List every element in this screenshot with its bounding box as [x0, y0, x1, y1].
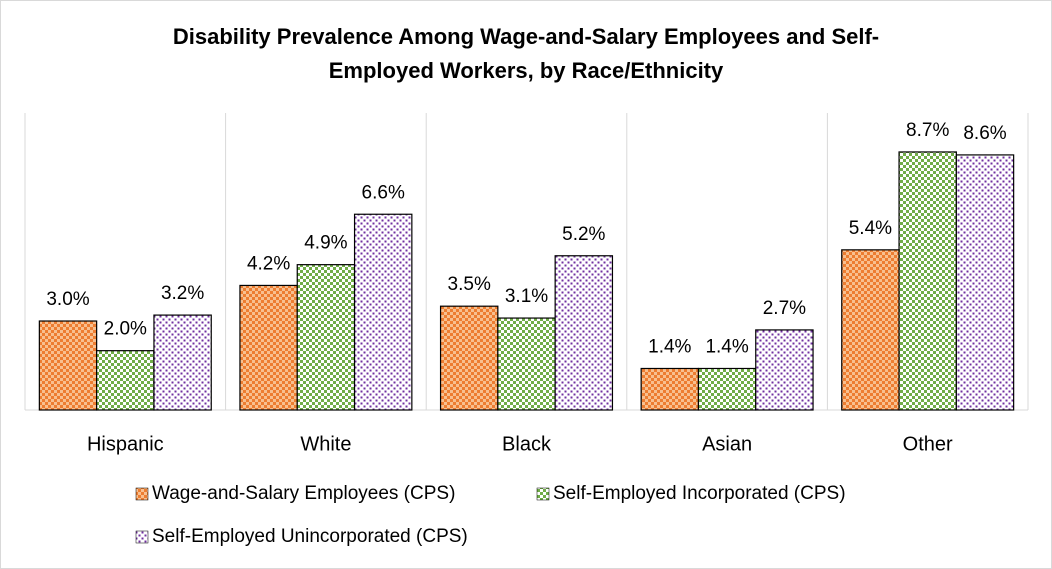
bar: [841, 249, 900, 411]
x-tick-label: Asian: [702, 433, 752, 455]
value-label: 2.7%: [763, 298, 806, 319]
x-tick-label: Hispanic: [87, 433, 164, 455]
x-tick-label: Black: [502, 433, 552, 455]
value-label: 4.2%: [247, 253, 290, 274]
bar: [153, 314, 212, 411]
value-label: 1.4%: [648, 336, 691, 357]
value-label: 3.2%: [161, 283, 204, 304]
value-label: 5.2%: [562, 224, 605, 245]
value-label: 8.7%: [906, 120, 949, 141]
legend-label: Self-Employed Unincorporated (CPS): [152, 526, 468, 547]
bar: [554, 255, 614, 411]
bar: [755, 329, 814, 411]
chart-title: Employed Workers, by Race/Ethnicity: [329, 58, 724, 83]
legend-label: Self-Employed Incorporated (CPS): [553, 483, 846, 504]
bar: [296, 264, 356, 411]
bar: [497, 317, 556, 411]
value-label: 3.0%: [46, 289, 89, 310]
bar: [697, 367, 757, 411]
bar: [640, 367, 700, 411]
x-tick-label: White: [300, 433, 351, 455]
value-label: 2.0%: [104, 319, 147, 340]
legend-swatch: [135, 530, 149, 544]
bar: [96, 350, 155, 411]
legend-swatch: [536, 487, 550, 501]
value-label: 5.4%: [849, 218, 892, 239]
value-label: 3.5%: [448, 274, 491, 295]
value-label: 1.4%: [705, 336, 748, 357]
bar: [439, 305, 499, 411]
bar: [38, 320, 98, 411]
bar: [239, 284, 298, 411]
value-label: 3.1%: [505, 286, 548, 307]
value-label: 8.6%: [963, 123, 1006, 144]
legend-label: Wage-and-Salary Employees (CPS): [152, 483, 455, 504]
value-label: 6.6%: [362, 182, 405, 203]
bar: [898, 151, 957, 411]
legend-swatch: [135, 487, 149, 501]
value-label: 4.9%: [304, 233, 347, 254]
chart-title: Disability Prevalence Among Wage-and-Sal…: [173, 24, 879, 49]
x-tick-label: Other: [903, 433, 953, 455]
bar: [353, 213, 413, 411]
bar: [955, 154, 1015, 411]
